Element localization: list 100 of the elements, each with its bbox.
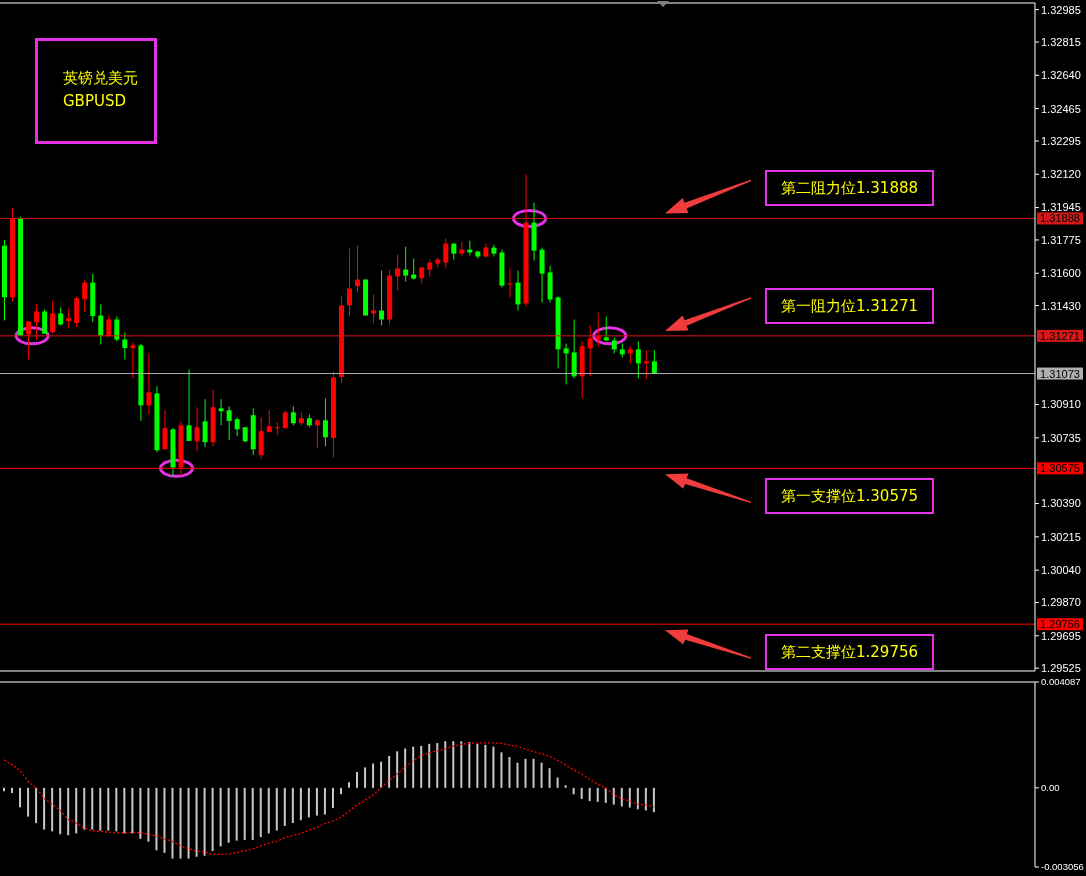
bar [331,787,334,809]
bar [548,768,551,788]
candlestick [146,352,152,415]
text: GBPUSD [63,91,127,112]
bar [203,787,206,856]
candlestick [130,342,136,379]
bar [500,752,503,788]
y-tick-label: 1.30390 [1041,497,1081,510]
bar [652,787,655,813]
y-tick-label: 1.30735 [1041,431,1081,444]
bar [339,787,342,795]
candlestick [26,320,32,360]
bar [259,787,262,838]
bar [436,743,439,788]
bar [43,787,46,830]
bar [588,787,591,802]
bar [323,787,326,815]
bar [195,787,198,857]
bar [251,787,254,840]
candlestick [98,303,104,345]
candlestick [587,324,593,377]
bar [115,787,118,832]
bar [91,787,94,830]
candlestick [635,340,641,379]
candlestick [42,308,48,335]
bar [299,787,302,821]
candlestick [643,349,649,380]
candlestick [66,307,72,329]
bar [211,787,214,852]
bar [604,787,607,803]
bar [372,763,375,788]
candlestick [539,247,545,304]
bar [572,787,575,795]
candlestick [274,421,280,436]
bar [35,787,38,824]
ref-line-label: 1.31271 [1040,329,1080,342]
candlestick [395,254,401,292]
annotation: 第一阻力位1.31271 [765,287,935,324]
annotation: 第二阻力位1.31888 [765,170,935,207]
bar [508,757,511,788]
y-tick-label: 1.32640 [1041,69,1081,82]
candlestick [122,331,128,360]
y-tick-label: 1.32120 [1041,168,1081,181]
bar [364,767,367,788]
candlestick [443,238,449,269]
bar [492,746,495,788]
ref-line-label: 1.29756 [1040,618,1080,631]
bar [612,787,615,805]
candlestick [603,315,609,342]
candlestick [162,409,168,450]
bar [179,787,182,859]
bar [524,758,527,788]
bar [532,758,535,788]
y-tick-label: 1.32815 [1041,35,1081,48]
bar [388,755,391,788]
candlestick [411,258,417,281]
bar [556,777,559,788]
bar [428,743,431,788]
candlestick [322,397,328,447]
line-series [3,742,655,856]
y-tick-label: 1.31600 [1041,267,1081,280]
bar [564,785,567,788]
y-tick-label: 1.31775 [1041,233,1081,246]
y-tick-label: 1.32465 [1041,102,1081,115]
candlestick [314,418,320,449]
y-tick-label: 1.31430 [1041,299,1081,312]
bar [67,787,70,836]
y-tick-label: 1.29870 [1041,596,1081,609]
bar [356,772,359,788]
bar [476,743,479,788]
bar [187,787,190,859]
bar [484,744,487,788]
bar [307,787,310,818]
candlestick [218,398,224,426]
candlestick [234,416,240,437]
bar [452,741,455,788]
bar [243,787,246,840]
bar [99,787,102,831]
candlestick [290,405,296,426]
bar [628,787,631,808]
candlestick [571,318,577,379]
bar [267,787,270,834]
bar [596,787,599,802]
bar [468,742,471,788]
y-tick-label: -0.003056 [1041,861,1084,873]
bar [131,787,134,834]
bar [51,787,54,832]
candlestick [82,279,88,313]
bar [147,787,150,842]
candlestick [515,270,521,312]
bar [11,787,14,794]
bar [75,787,78,834]
bar [348,782,350,788]
bar [404,748,407,788]
ref-line-label: 1.31073 [1040,367,1080,380]
bar [283,787,286,826]
candlestick [114,315,120,342]
y-tick-label: 1.30215 [1041,530,1081,543]
bar [235,787,238,841]
bar [412,746,415,788]
